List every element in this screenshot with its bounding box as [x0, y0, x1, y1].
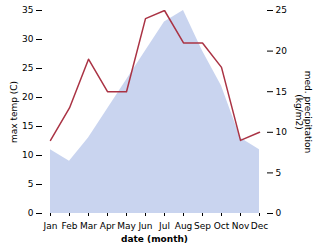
svg-text:5: 5	[28, 179, 34, 189]
svg-text:Nov: Nov	[232, 221, 250, 231]
svg-text:15: 15	[22, 121, 33, 131]
svg-text:Jan: Jan	[43, 221, 58, 231]
svg-text:Apr: Apr	[100, 221, 116, 231]
svg-text:10: 10	[276, 127, 288, 137]
svg-text:Feb: Feb	[62, 221, 78, 231]
svg-text:5: 5	[276, 168, 282, 178]
svg-text:med. precipitation(kg/m2): med. precipitation(kg/m2)	[294, 71, 313, 153]
svg-text:10: 10	[22, 150, 34, 160]
svg-text:Oct: Oct	[214, 221, 230, 231]
svg-text:date (month): date (month)	[121, 234, 188, 244]
svg-text:Jul: Jul	[158, 221, 170, 231]
svg-text:0: 0	[276, 208, 282, 218]
svg-text:Sep: Sep	[194, 221, 211, 231]
svg-text:max temp (C): max temp (C)	[9, 81, 19, 143]
svg-text:20: 20	[276, 46, 288, 56]
svg-text:Mar: Mar	[80, 221, 97, 231]
svg-text:20: 20	[22, 92, 34, 102]
svg-text:May: May	[117, 221, 136, 231]
svg-text:25: 25	[276, 5, 287, 15]
svg-text:Jun: Jun	[137, 221, 152, 231]
svg-text:Aug: Aug	[175, 221, 193, 231]
svg-text:30: 30	[22, 34, 34, 44]
svg-text:35: 35	[22, 5, 33, 15]
svg-text:25: 25	[22, 63, 33, 73]
svg-text:Dec: Dec	[251, 221, 268, 231]
svg-text:15: 15	[276, 87, 287, 97]
svg-text:0: 0	[28, 208, 34, 218]
